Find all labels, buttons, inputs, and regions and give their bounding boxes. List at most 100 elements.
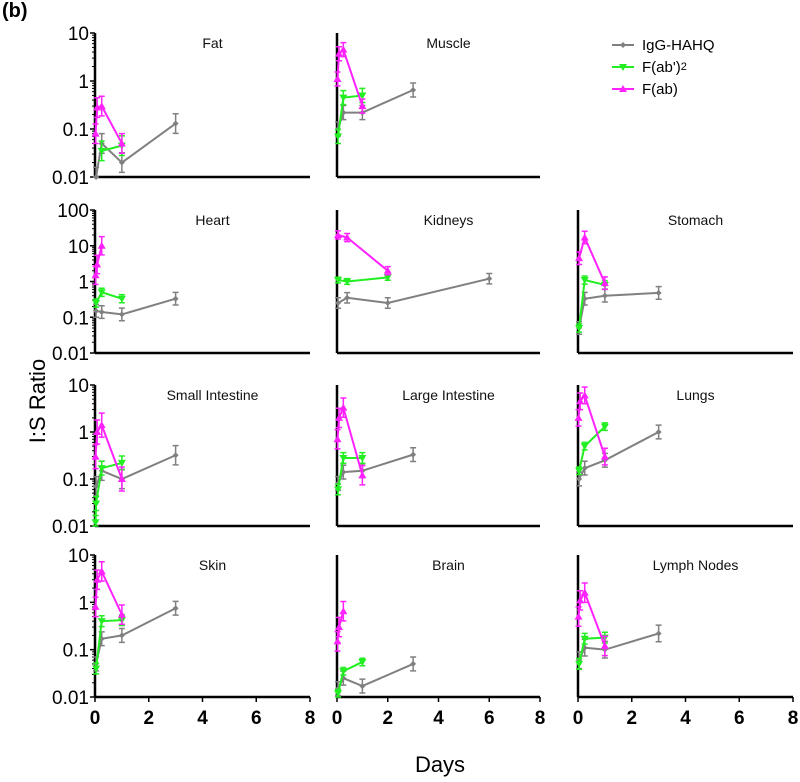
diamond-marker xyxy=(172,605,179,612)
triangle-up-marker xyxy=(335,413,344,421)
series-line xyxy=(101,144,123,152)
series-fab2 xyxy=(91,455,126,527)
panel-title: Fat xyxy=(202,35,222,51)
series-line xyxy=(578,291,659,329)
triangle-down-marker xyxy=(339,668,348,676)
series-fab xyxy=(334,230,392,276)
panel-title: Heart xyxy=(195,212,229,228)
triangle-down-marker xyxy=(383,274,392,282)
panel-fat: Fat 0.01 0.1 1 10 xyxy=(52,24,310,189)
panel-title: Stomach xyxy=(668,212,723,228)
triangle-down-marker xyxy=(334,133,343,141)
triangle-down-marker xyxy=(339,94,348,102)
diamond-marker xyxy=(410,451,417,458)
triangle-up-marker xyxy=(91,129,100,137)
panel-title: Small Intestine xyxy=(167,387,259,403)
series-line xyxy=(94,104,123,144)
diamond-marker xyxy=(655,630,662,637)
series-fab xyxy=(91,235,106,286)
y-tick-label: 0.1 xyxy=(63,641,89,662)
triangle-down-marker xyxy=(575,660,584,668)
diamond-marker xyxy=(118,632,125,639)
legend-item: IgG-HAHQ xyxy=(612,34,715,56)
y-tick-label: 0.01 xyxy=(52,517,89,538)
triangle-up-marker xyxy=(600,452,609,460)
triangle-up-marker xyxy=(97,102,106,110)
series-fab xyxy=(333,41,367,114)
x-tick-label: 0 xyxy=(90,708,101,729)
x-tick-label: 8 xyxy=(535,708,546,729)
triangle-down-marker xyxy=(97,618,106,626)
triangle-up-marker xyxy=(576,397,585,405)
diamond-marker xyxy=(93,307,100,314)
y-tick-label: 1 xyxy=(78,423,89,444)
panel-title: Large Intestine xyxy=(402,387,495,403)
series-fab2 xyxy=(575,631,609,671)
triangle-up-marker xyxy=(333,637,342,645)
triangle-up-marker xyxy=(580,588,589,596)
panel-title: Lymph Nodes xyxy=(653,557,739,573)
panel-lungs: Lungs xyxy=(574,385,793,528)
series-igghahq xyxy=(93,112,179,180)
triangle-down-marker xyxy=(92,665,101,673)
triangle-down-marker xyxy=(339,454,348,462)
x-tick-label: 0 xyxy=(573,708,584,729)
triangle-up-marker xyxy=(339,607,348,615)
y-tick-label: 1 xyxy=(78,593,89,614)
triangle-down-marker xyxy=(97,147,106,155)
legend-label: F(ab') xyxy=(642,58,681,76)
panel-title: Lungs xyxy=(676,387,714,403)
triangle-up-marker xyxy=(574,413,583,421)
series-fab2 xyxy=(334,657,367,698)
series-line xyxy=(578,425,606,471)
x-tick-label: 6 xyxy=(734,708,745,729)
panel-large-intestine: Large Intestine xyxy=(333,385,540,528)
series-fab xyxy=(574,582,609,657)
series-fab xyxy=(333,397,367,486)
diamond-marker xyxy=(576,476,583,482)
series-line xyxy=(95,291,123,304)
diamond-marker xyxy=(359,683,366,690)
series-line xyxy=(578,431,660,480)
triangle-down-marker xyxy=(334,277,343,285)
y-tick-label: 0.1 xyxy=(63,470,89,491)
triangle-up-marker xyxy=(117,610,126,618)
triangle-down-marker xyxy=(117,459,126,467)
triangle-up-marker xyxy=(334,230,343,238)
diamond-marker xyxy=(172,295,179,302)
series-line xyxy=(95,297,176,316)
series-fab2 xyxy=(92,287,126,308)
panel-heart: Heart 0.01 0.1 1 10 100 xyxy=(52,201,310,365)
diamond-marker xyxy=(118,159,125,166)
panel-kidneys: Kidneys xyxy=(334,210,540,355)
panel-lymph-nodes: Lymph Nodes 0 2 4 6 8 xyxy=(573,555,798,729)
series-fab xyxy=(574,386,609,466)
triangle-up-marker xyxy=(358,102,367,110)
triangle-down-marker xyxy=(358,658,367,666)
y-tick-label: 0.01 xyxy=(52,688,89,709)
series-igghahq xyxy=(93,291,179,322)
series-igghahq xyxy=(93,444,179,497)
series-line xyxy=(336,404,364,476)
triangle-up-marker xyxy=(574,612,583,620)
panel-brain: Brain 0 2 4 6 8 xyxy=(332,555,546,729)
triangle-down-marker xyxy=(575,325,584,333)
series-igghahq xyxy=(335,272,493,309)
diamond-marker xyxy=(172,452,179,459)
y-tick-label: 10 xyxy=(68,546,89,567)
triangle-down-marker xyxy=(358,92,367,100)
diamond-marker xyxy=(384,300,391,307)
triangle-up-marker xyxy=(358,471,367,479)
triangle-down-marker xyxy=(117,295,126,303)
y-tick-label: 0.01 xyxy=(52,168,89,189)
triangle-up-marker xyxy=(339,403,348,411)
series-line xyxy=(94,461,123,523)
triangle-down-marker xyxy=(92,300,101,308)
triangle-up-marker xyxy=(97,421,106,429)
y-tick-label: 10 xyxy=(68,376,89,397)
series-line xyxy=(578,636,605,665)
y-tick-label: 10 xyxy=(68,24,89,45)
diamond-marker xyxy=(655,429,662,435)
series-igghahq xyxy=(335,656,417,697)
